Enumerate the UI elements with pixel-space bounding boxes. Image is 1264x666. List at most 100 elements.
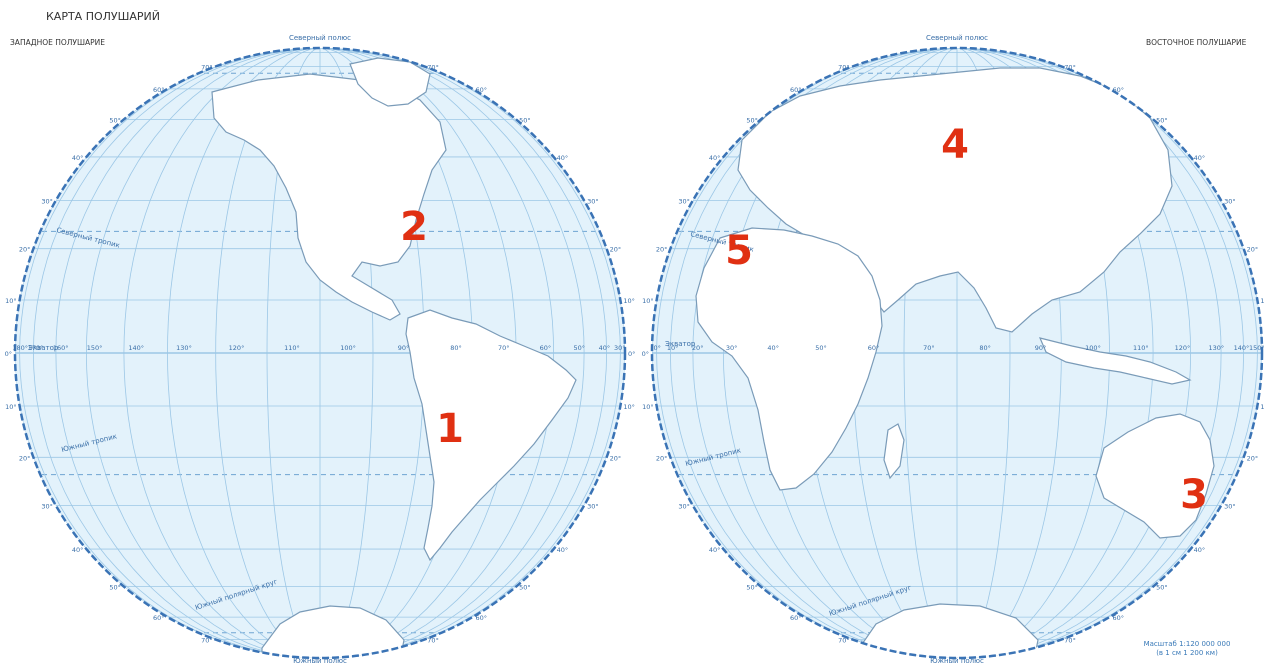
latitude-label: 0°: [5, 350, 12, 358]
africa-landmass: [695, 227, 883, 491]
latitude-label: 50°: [519, 584, 531, 592]
longitude-label: 100°: [1085, 344, 1101, 352]
east-antarctica-landmass: [857, 603, 1039, 658]
latitude-label: 70°: [838, 63, 850, 71]
latitude-label: 50°: [746, 116, 758, 124]
latitude-label: 50°: [109, 584, 121, 592]
longitude-label: 110°: [1133, 344, 1149, 352]
latitude-label: 40°: [557, 154, 569, 162]
west-grid-labels: 180° 170° 160° 150° 140° 130° 120° 110° 100° 90° 8…: [5, 63, 636, 644]
west-south-pole-label: Южный полюс: [293, 657, 347, 665]
marker-4: 4: [941, 122, 969, 168]
latitude-label: 60°: [153, 614, 165, 622]
longitude-label: 100°: [340, 344, 356, 352]
east-rim: [650, 46, 1264, 660]
longitude-label: 60°: [868, 344, 880, 352]
west-hemisphere: 180° 170° 160° 150° 140° 130° 120° 110° 100° 90° 8…: [5, 34, 636, 665]
longitude-label: 170°: [28, 344, 44, 352]
map-title: КАРТА ПОЛУШАРИЙ: [46, 10, 160, 23]
latitude-label: 60°: [790, 614, 802, 622]
meridian-line: [319, 48, 585, 658]
latitude-label: 10°: [1260, 403, 1264, 411]
meridian-line: [85, 48, 321, 658]
latitude-label: 70°: [1064, 637, 1076, 645]
latitude-label: 50°: [109, 116, 121, 124]
latitude-label: 40°: [72, 546, 84, 554]
longitude-label: 50°: [574, 344, 586, 352]
madagascar-landmass: [883, 423, 905, 480]
latitude-label: 40°: [1194, 546, 1206, 554]
latitude-label: 70°: [1064, 63, 1076, 71]
new-zealand-landmass: [1223, 553, 1241, 585]
latitude-label: 40°: [709, 546, 721, 554]
east-grid-labels: 0° 10° 20° 30° 40° 50° 60° 70° 80° 90° 100° 110° 120…: [642, 63, 1264, 644]
longitude-label: 70°: [498, 344, 510, 352]
marker-2: 2: [400, 204, 428, 250]
longitude-label: 130°: [176, 344, 192, 352]
latitude-label: 60°: [1113, 614, 1125, 622]
latitude-label: 20°: [610, 454, 622, 462]
longitude-label: 90°: [398, 344, 410, 352]
scale-note: Масштаб 1:120 000 000 (в 1 см 1 200 км): [1112, 640, 1262, 658]
south-america-landmass: [405, 309, 577, 562]
latitude-label: 20°: [1247, 246, 1259, 254]
meridian-line: [55, 48, 321, 658]
latitude-label: 30°: [1224, 503, 1236, 511]
latitude-label: 20°: [656, 454, 668, 462]
east-equator-label: Экватор: [665, 340, 696, 348]
west-land: [211, 57, 577, 658]
latitude-label: 20°: [19, 246, 31, 254]
west-antarctica-landmass: [261, 605, 405, 658]
greenland-landmass: [349, 57, 431, 107]
australia-landmass: [1095, 413, 1215, 539]
latitude-label: 60°: [1113, 86, 1125, 94]
meridian-line: [692, 48, 958, 658]
longitude-label: 180°: [12, 344, 28, 352]
latitude-label: 70°: [838, 637, 850, 645]
longitude-label: 40°: [599, 344, 611, 352]
east-south-pole-label: Южный полюс: [930, 657, 984, 665]
latitude-label: 30°: [41, 503, 53, 511]
meridian-line: [32, 48, 321, 658]
latitude-label: 40°: [72, 154, 84, 162]
latitude-label: 20°: [1247, 454, 1259, 462]
meridian-line: [669, 48, 958, 658]
latitude-label: 60°: [153, 86, 165, 94]
latitude-label: 0°: [642, 350, 649, 358]
longitude-label: 80°: [450, 344, 462, 352]
scale-distance: (в 1 см 1 200 км): [1156, 649, 1218, 657]
latitude-label: 30°: [41, 198, 53, 206]
latitude-label: 50°: [746, 584, 758, 592]
east-north-pole-label: Северный полюс: [926, 34, 988, 42]
marker-5: 5: [725, 228, 753, 274]
meridian-line: [319, 48, 555, 658]
latitude-label: 60°: [476, 614, 488, 622]
latitude-label: 40°: [1194, 154, 1206, 162]
longitude-label: 10°: [667, 344, 679, 352]
marker-1: 1: [436, 406, 464, 452]
longitude-label: 150°: [87, 344, 103, 352]
longitude-label: 20°: [692, 344, 704, 352]
latitude-label: 50°: [519, 116, 531, 124]
meridian-line: [319, 48, 608, 658]
latitude-label: 10°: [5, 297, 17, 305]
longitude-label: 40°: [767, 344, 779, 352]
longitude-label: 30°: [726, 344, 738, 352]
longitude-label: 30°: [614, 344, 626, 352]
longitude-label: 130°: [1208, 344, 1224, 352]
latitude-label: 20°: [610, 246, 622, 254]
longitude-label: 60°: [540, 344, 552, 352]
latitude-label: 10°: [642, 297, 654, 305]
latitude-label: 20°: [656, 246, 668, 254]
longitude-label: 150°: [1249, 344, 1264, 352]
longitude-label: 160°: [53, 344, 69, 352]
latitude-label: 30°: [587, 503, 599, 511]
latitude-label: 50°: [1156, 584, 1168, 592]
longitude-label: 120°: [229, 344, 245, 352]
latitude-label: 0°: [628, 350, 635, 358]
marker-3: 3: [1180, 472, 1208, 518]
longitude-label: 120°: [1175, 344, 1191, 352]
east-land: [695, 67, 1241, 658]
west-north-pole-label: Северный полюс: [289, 34, 351, 42]
